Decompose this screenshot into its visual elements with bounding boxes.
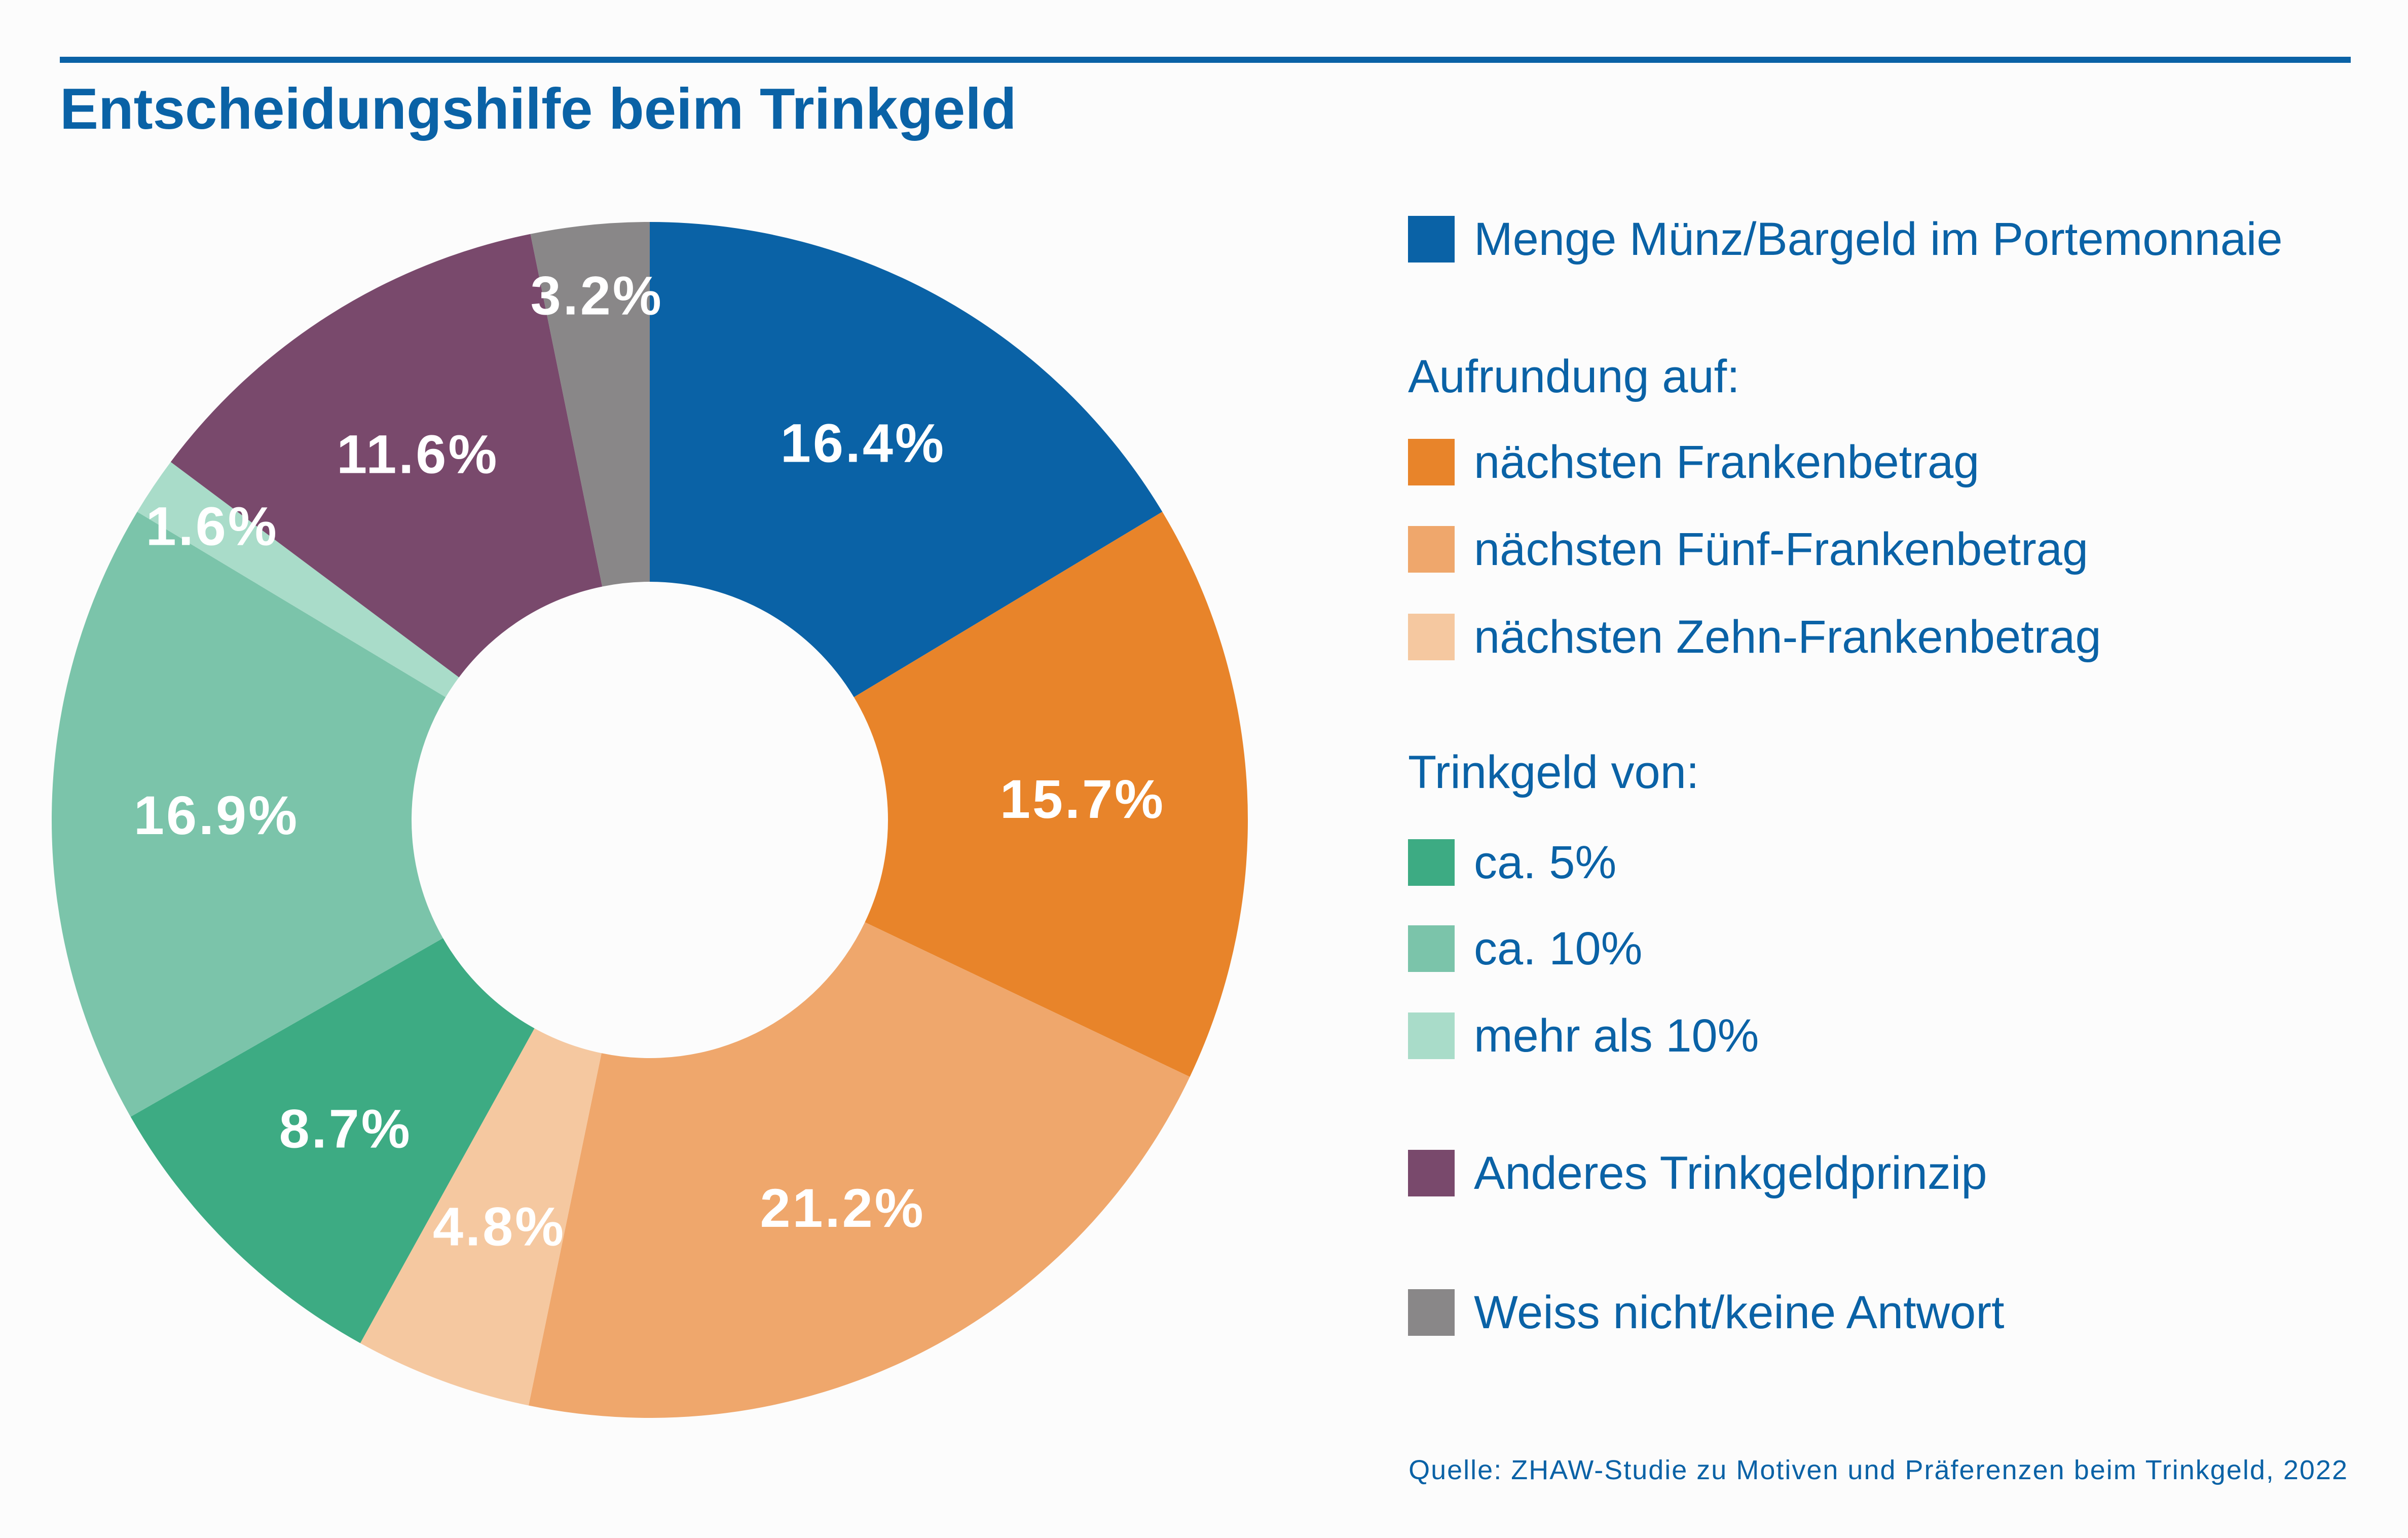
donut-slice xyxy=(130,938,535,1343)
legend-item-portemonnaie: Menge Münz/Bargeld im Portemonnaie xyxy=(1408,213,2283,265)
legend-item-mehr-als-10-prozent: mehr als 10% xyxy=(1408,1009,1759,1062)
slice-value-label: 1.6% xyxy=(146,496,279,557)
donut-chart: 16.4% 15.7% 21.2% 4.8% 8.7% 16.9% 1.6% 11.6% 3.2… xyxy=(52,222,1248,1418)
legend-swatch xyxy=(1408,526,1455,573)
legend: Menge Münz/Bargeld im Portemonnaie Aufru… xyxy=(1408,0,2371,1419)
legend-label: ca. 10% xyxy=(1474,922,1643,974)
legend-swatch xyxy=(1408,1289,1455,1336)
donut-slice xyxy=(528,922,1190,1418)
donut-slice xyxy=(52,511,446,1117)
donut-slice xyxy=(530,222,650,587)
legend-item-frankenbetrag: nächsten Frankenbetrag xyxy=(1408,436,1980,488)
donut-slice xyxy=(854,511,1248,1077)
legend-swatch xyxy=(1408,1150,1455,1196)
slice-value-label: 16.9% xyxy=(134,784,299,846)
slice-value-label: 8.7% xyxy=(279,1098,412,1159)
legend-heading-aufrundung: Aufrundung auf: xyxy=(1408,350,1740,402)
legend-label: nächsten Zehn-Frankenbetrag xyxy=(1474,611,2101,663)
legend-item-zehn-frankenbetrag: nächsten Zehn-Frankenbetrag xyxy=(1408,611,2101,663)
donut-slice xyxy=(170,234,603,678)
legend-item-5-prozent: ca. 5% xyxy=(1408,837,1616,888)
legend-label: Menge Münz/Bargeld im Portemonnaie xyxy=(1474,213,2283,265)
legend-swatch xyxy=(1408,439,1455,485)
legend-swatch xyxy=(1408,1012,1455,1059)
slice-value-label: 11.6% xyxy=(337,423,499,484)
slice-value-label: 4.8% xyxy=(433,1195,566,1257)
legend-item-10-prozent: ca. 10% xyxy=(1408,923,1642,974)
legend-label: nächsten Frankenbetrag xyxy=(1474,436,1980,488)
slice-value-label: 3.2% xyxy=(531,265,663,326)
legend-swatch xyxy=(1408,925,1455,972)
slice-value-label: 15.7% xyxy=(1000,768,1165,830)
legend-swatch xyxy=(1408,839,1455,886)
chart-title: Entscheidungshilfe beim Trinkgeld xyxy=(60,77,1017,141)
legend-swatch xyxy=(1408,216,1455,262)
legend-item-fuenf-frankenbetrag: nächsten Fünf-Frankenbetrag xyxy=(1408,523,2089,575)
legend-heading-trinkgeld: Trinkgeld von: xyxy=(1408,746,1699,798)
donut-slice xyxy=(137,462,459,697)
legend-label: Weiss nicht/keine Antwort xyxy=(1474,1286,2005,1338)
legend-label: Anderes Trinkgeldprinzip xyxy=(1474,1147,1987,1199)
legend-swatch xyxy=(1408,614,1455,660)
legend-label: nächsten Fünf-Frankenbetrag xyxy=(1474,523,2089,575)
legend-label: ca. 5% xyxy=(1474,836,1617,888)
legend-item-anderes: Anderes Trinkgeldprinzip xyxy=(1408,1147,1987,1199)
legend-label: mehr als 10% xyxy=(1474,1009,1759,1062)
source-note: Quelle: ZHAW-Studie zu Motiven und Präfe… xyxy=(1409,1455,2348,1485)
slice-value-label: 16.4% xyxy=(781,412,946,473)
slice-value-label: 21.2% xyxy=(760,1177,925,1239)
donut-slice xyxy=(360,1028,602,1406)
title-rule xyxy=(60,57,2351,63)
legend-item-weiss-nicht: Weiss nicht/keine Antwort xyxy=(1408,1287,2005,1338)
donut-slice xyxy=(650,222,1163,697)
